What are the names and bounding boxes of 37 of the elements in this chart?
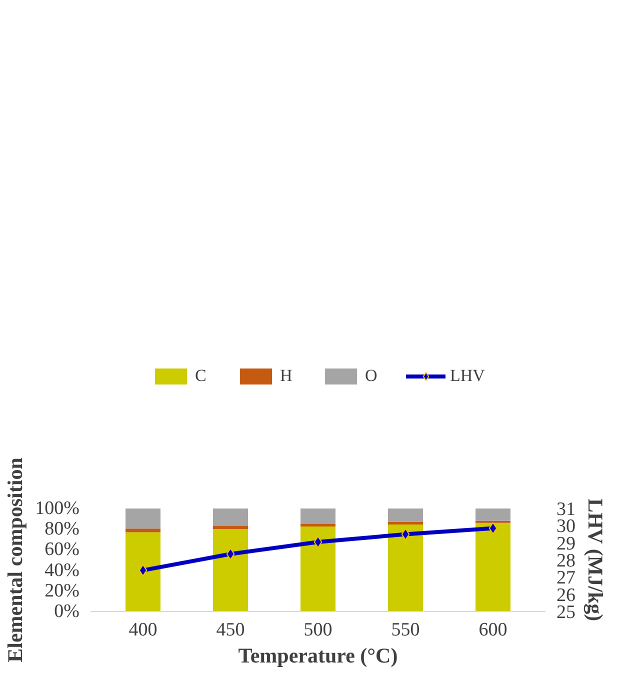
x-tick-label: 400	[128, 620, 158, 640]
y-tick-label: 100%	[35, 498, 80, 519]
point	[226, 548, 235, 560]
point	[138, 564, 148, 576]
legend-label: O	[365, 366, 378, 386]
y-tick-label: 60%	[44, 539, 80, 560]
legend-label: C	[195, 366, 208, 386]
y-axis-title: Elemental composition	[3, 457, 28, 662]
bar	[388, 508, 423, 522]
x-tick-label: 550	[391, 620, 420, 640]
y-tick-label: 80%	[44, 518, 80, 540]
x-tick-label: 600	[478, 620, 508, 640]
y2-axis-title: LHV (MJ/kg)	[584, 498, 608, 622]
bar	[388, 522, 423, 524]
legend-label: H	[280, 366, 294, 386]
bar	[213, 529, 248, 612]
bar	[476, 522, 510, 612]
point	[401, 528, 410, 540]
bar	[213, 526, 248, 530]
bar	[126, 528, 160, 532]
bar	[213, 508, 248, 526]
x-tick-label: 450	[216, 620, 245, 640]
bar	[476, 508, 510, 521]
x-tick-label: 500	[304, 620, 332, 640]
y-tick-label: 20%	[44, 580, 80, 602]
bar	[126, 532, 160, 612]
y-tick-label: 40%	[44, 560, 80, 581]
point	[488, 522, 498, 534]
bar	[300, 526, 336, 612]
bar	[388, 524, 423, 612]
bar	[300, 524, 336, 527]
bar	[126, 508, 160, 529]
y-tick-label: 0%	[54, 601, 80, 622]
point	[314, 536, 322, 548]
bar	[300, 508, 336, 524]
legend-label: LHV	[450, 366, 485, 386]
x-axis-title: Temperature (°C)	[238, 644, 398, 668]
